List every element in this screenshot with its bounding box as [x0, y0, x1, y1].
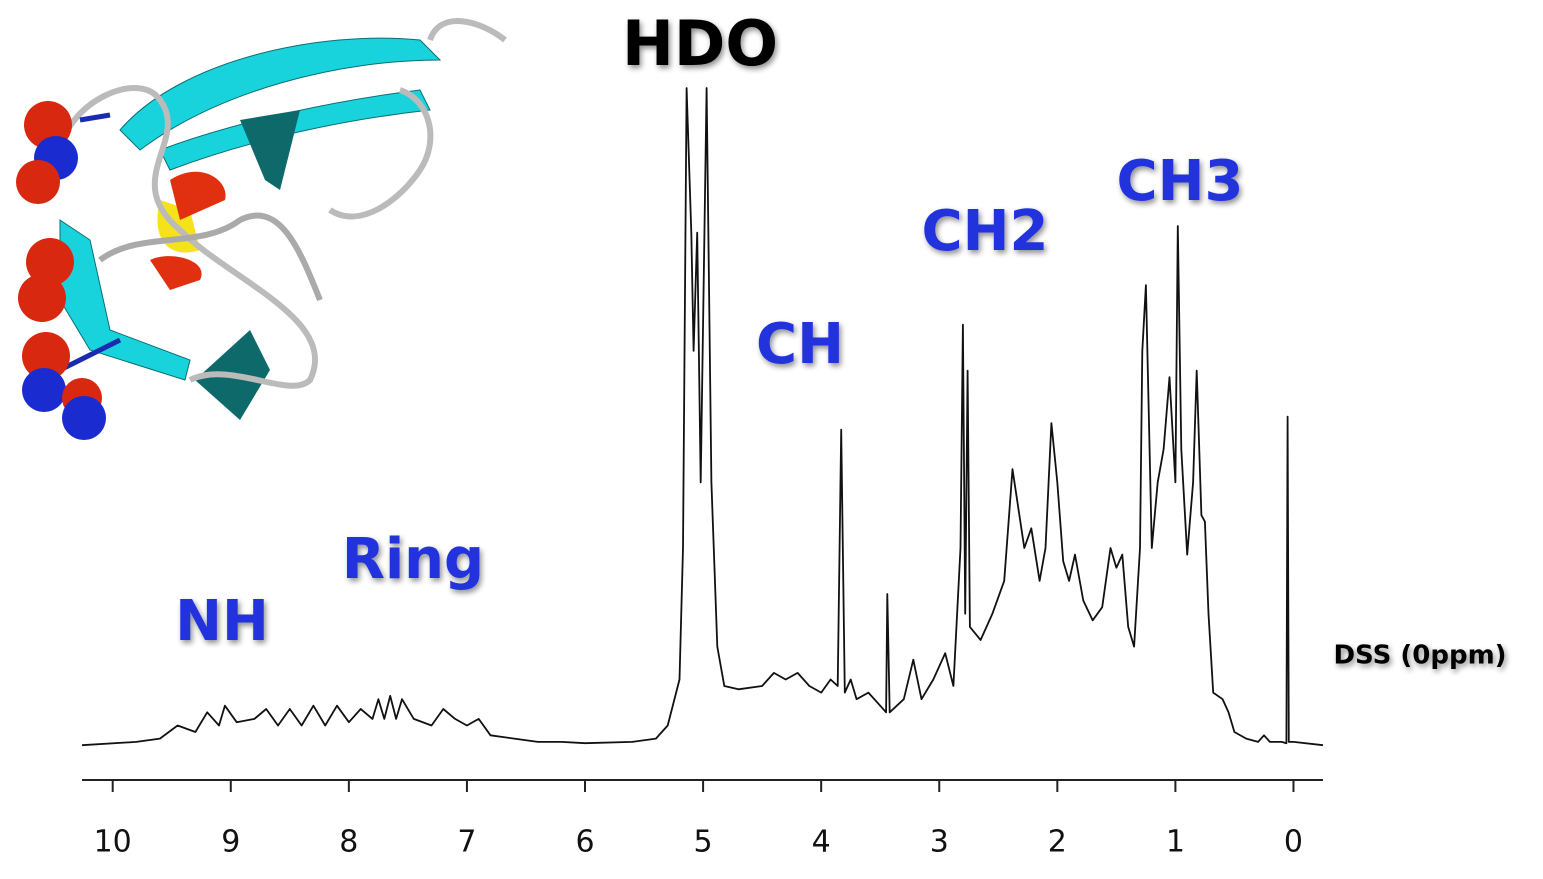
- annotation: CH3: [1117, 149, 1244, 214]
- x-tick-label: 8: [339, 825, 358, 860]
- x-tick-label: 5: [694, 825, 713, 860]
- annotation: CH: [756, 312, 844, 377]
- protein-illustration: [16, 21, 505, 440]
- annotation: Ring: [342, 527, 484, 592]
- annotation: DSS (0ppm): [1333, 641, 1506, 671]
- x-tick-label: 2: [1048, 825, 1067, 860]
- x-tick-label: 3: [930, 825, 949, 860]
- x-tick-label: 9: [221, 825, 240, 860]
- annotation: CH2: [922, 199, 1049, 264]
- x-tick-label: 0: [1284, 825, 1303, 860]
- x-tick-label: 6: [575, 825, 594, 860]
- x-tick-label: 1: [1166, 825, 1185, 860]
- chart: 109876543210HDONHRingCHCH2CH3DSS (0ppm): [0, 0, 1543, 879]
- annotation: NH: [175, 589, 269, 654]
- x-tick-label: 10: [94, 825, 132, 860]
- annotation: HDO: [622, 7, 778, 80]
- x-tick-label: 7: [457, 825, 476, 860]
- x-tick-label: 4: [812, 825, 831, 860]
